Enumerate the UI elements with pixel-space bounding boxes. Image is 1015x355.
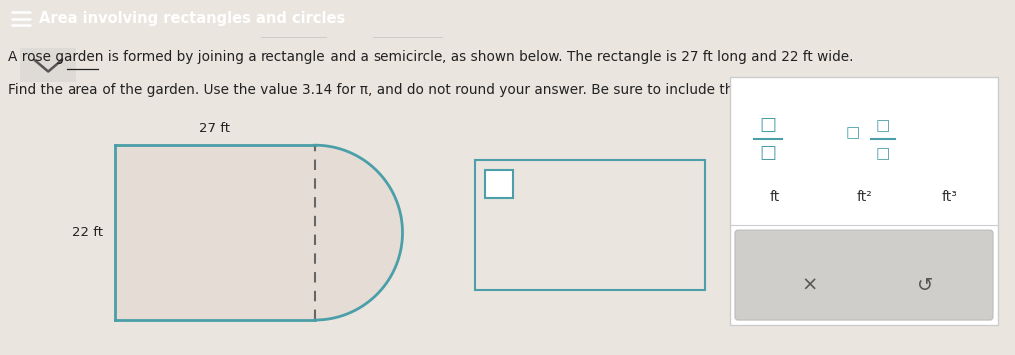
FancyBboxPatch shape	[485, 170, 513, 198]
Text: □: □	[876, 146, 890, 161]
Text: □: □	[759, 116, 776, 134]
Text: ft²: ft²	[857, 190, 873, 204]
Text: area: area	[67, 83, 97, 97]
Text: semicircle: semicircle	[373, 50, 443, 64]
Text: ×: ×	[802, 275, 818, 295]
Text: 27 ft: 27 ft	[200, 122, 230, 135]
Text: , as shown below. The rectangle is 27 ft long and 22 ft wide.: , as shown below. The rectangle is 27 ft…	[443, 50, 854, 64]
Text: rectangle: rectangle	[261, 50, 326, 64]
Text: Area involving rectangles and circles: Area involving rectangles and circles	[39, 11, 345, 26]
Text: □: □	[845, 125, 860, 140]
Text: □: □	[876, 118, 890, 133]
Text: ↺: ↺	[917, 275, 933, 295]
Text: A rose garden is formed by joining a: A rose garden is formed by joining a	[8, 50, 261, 64]
Text: □: □	[759, 144, 776, 162]
FancyBboxPatch shape	[735, 230, 993, 320]
Text: ft: ft	[769, 190, 781, 204]
FancyBboxPatch shape	[730, 77, 998, 325]
FancyBboxPatch shape	[475, 160, 705, 290]
Polygon shape	[315, 145, 403, 320]
Polygon shape	[115, 145, 315, 320]
Text: ft³: ft³	[942, 190, 958, 204]
FancyBboxPatch shape	[17, 46, 79, 83]
Text: Find the: Find the	[8, 83, 67, 97]
Text: of the garden. Use the value 3.14 for π, and do not round your answer. Be sure t: of the garden. Use the value 3.14 for π,…	[97, 83, 934, 97]
Text: and a: and a	[326, 50, 373, 64]
Text: 22 ft: 22 ft	[72, 226, 103, 239]
